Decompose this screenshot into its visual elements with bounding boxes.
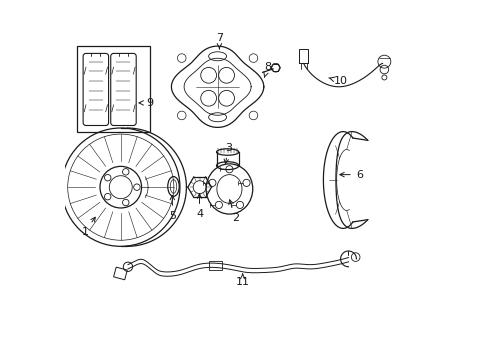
Bar [113,267,127,280]
Text: 11: 11 [235,274,249,287]
Text: 5: 5 [169,195,176,221]
Bar [209,261,222,270]
Text: 9: 9 [139,98,153,108]
Text: 2: 2 [228,200,239,222]
Text: 4: 4 [196,194,203,219]
Text: 10: 10 [328,76,347,86]
Text: 6: 6 [339,170,362,180]
Text: 7: 7 [215,33,223,49]
Text: 1: 1 [81,217,95,237]
Text: 3: 3 [224,143,231,164]
Bar [77,45,150,132]
Text: 8: 8 [264,62,271,77]
